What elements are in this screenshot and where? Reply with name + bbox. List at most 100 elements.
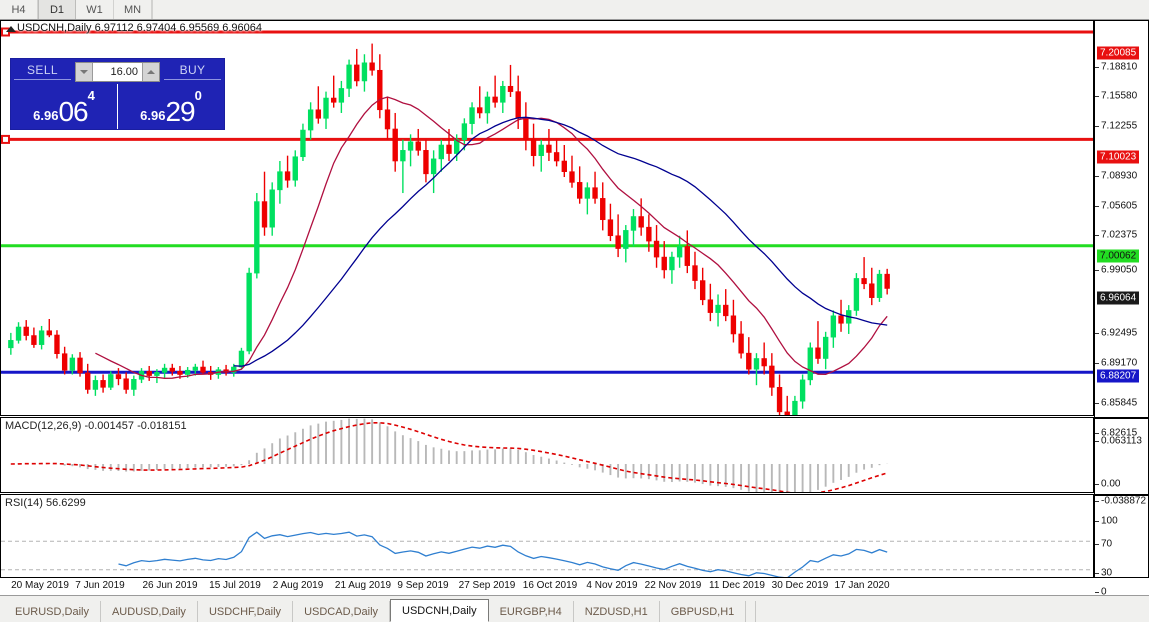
chart-tab-gbpusd[interactable]: GBPUSD,H1 [659, 601, 747, 622]
chevron-down-icon [80, 69, 88, 74]
price-tick: 70 [1095, 539, 1112, 550]
sell-price-base: 6.96 [33, 108, 59, 123]
tick-dash [1095, 402, 1099, 404]
rsi-plot [1, 531, 1093, 577]
price-tick: 7.12255 [1095, 121, 1137, 132]
price-tick: 7.02375 [1095, 230, 1137, 241]
buy-price-big: 29 [165, 96, 195, 127]
chart-collapse-icon[interactable] [6, 26, 16, 32]
price-level-badge: 7.20085 [1097, 46, 1140, 60]
price-tick: 7.18810 [1095, 62, 1137, 73]
date-tick-label: 26 Jun 2019 [142, 580, 198, 591]
timeframe-tab-w1-label: W1 [86, 3, 103, 16]
tick-dash [1095, 66, 1099, 68]
tick-dash [1095, 175, 1099, 177]
rsi-label: RSI(14) 56.6299 [5, 497, 86, 509]
chart-tab-bar: EURUSD,Daily AUDUSD,Daily USDCHF,Daily USDC… [0, 595, 1149, 622]
timeframe-tab-d1[interactable]: D1 [38, 0, 76, 19]
price-tick: 6.89170 [1095, 358, 1137, 369]
date-tick-label: 21 Aug 2019 [334, 580, 392, 591]
date-tick-label: 27 Sep 2019 [458, 580, 516, 591]
date-tick-label: 17 Jan 2020 [834, 580, 890, 591]
price-level-badge: 7.00062 [1097, 249, 1140, 263]
price-tick: 0.00 [1095, 479, 1120, 490]
sell-button-label[interactable]: SELL [14, 63, 71, 80]
price-tick: 7.15580 [1095, 91, 1137, 102]
date-tick-label: 2 Aug 2019 [272, 580, 324, 591]
timeframe-tab-h4-label: H4 [11, 3, 26, 16]
tick-dash [1095, 483, 1099, 485]
date-tick-label: 16 Oct 2019 [522, 580, 578, 591]
chart-tab-eurusd[interactable]: EURUSD,Daily [4, 601, 101, 622]
macd-pane[interactable]: MACD(12,26,9) -0.001457 -0.018151 [0, 417, 1094, 493]
timeframe-tab-h4[interactable]: H4 [0, 0, 38, 19]
timeframe-tab-w1[interactable]: W1 [76, 0, 114, 19]
date-tick-label: 4 Nov 2019 [586, 580, 638, 591]
price-tick: 6.99050 [1095, 265, 1137, 276]
toolbar-spacer [152, 0, 1149, 19]
tick-dash [1095, 543, 1099, 545]
price-scale[interactable]: 7.18810 7.15580 7.12255 7.08930 7.05605 7.023… [1094, 20, 1149, 598]
tick-dash [1095, 500, 1099, 502]
chart-tab-eurgbp[interactable]: EURGBP,H4 [488, 601, 574, 622]
date-tick-label: 30 Dec 2019 [771, 580, 829, 591]
price-tick: 7.08930 [1095, 171, 1137, 182]
timeframe-tab-mn-label: MN [123, 3, 142, 16]
price-tick: 7.05605 [1095, 201, 1137, 212]
tick-dash [1095, 520, 1099, 522]
tick-dash [1095, 572, 1099, 574]
volume-decrement-button[interactable] [76, 62, 93, 81]
price-tick: 0 [1095, 587, 1107, 598]
tick-dash [1095, 205, 1099, 207]
chart-title: USDCNH,Daily 6.97112 6.97404 6.95569 6.9… [17, 22, 263, 34]
tick-dash [1095, 440, 1099, 442]
price-tick: 0.063113 [1095, 436, 1142, 447]
timeframe-tab-d1-label: D1 [49, 3, 65, 16]
chart-tab-usdchf[interactable]: USDCHF,Daily [197, 601, 294, 622]
timeframe-toolbar: H4 D1 W1 MN [0, 0, 1149, 20]
price-tick: 30 [1095, 568, 1112, 579]
chart-tab-end [746, 601, 757, 622]
one-click-trading-panel[interactable]: SELL 16.00 BUY 6.96 06 4 6.96 29 0 [10, 58, 225, 130]
date-axis: 20 May 2019 7 Jun 2019 26 Jun 2019 15 Jul 2… [0, 578, 1094, 595]
chevron-up-icon [147, 69, 155, 74]
price-level-badge: 6.96064 [1097, 291, 1140, 305]
date-tick-label: 22 Nov 2019 [644, 580, 702, 591]
price-tick: 6.85845 [1095, 398, 1137, 409]
tick-dash [1095, 95, 1099, 97]
sell-price-button[interactable]: 6.96 06 4 [11, 84, 118, 129]
tick-dash [1095, 432, 1099, 434]
volume-input[interactable]: 16.00 [93, 62, 142, 81]
sell-price-big: 06 [58, 96, 88, 127]
chart-area: USDCNH,Daily 6.97112 6.97404 6.95569 6.9… [0, 20, 1149, 598]
scale-divider [1095, 494, 1149, 496]
trade-panel-prices: 6.96 06 4 6.96 29 0 [11, 84, 224, 129]
price-level-badge: 6.88207 [1097, 369, 1140, 383]
chart-tab-usdcnh[interactable]: USDCNH,Daily [390, 599, 489, 622]
tick-dash [1095, 269, 1099, 271]
date-tick-label: 7 Jun 2019 [75, 580, 125, 591]
candlestick-plot [1, 27, 1093, 415]
buy-button-label[interactable]: BUY [164, 63, 221, 80]
volume-stepper[interactable]: 16.00 [75, 61, 160, 82]
rsi-pane[interactable]: RSI(14) 56.6299 [0, 494, 1094, 578]
date-tick-label: 11 Dec 2019 [709, 580, 765, 591]
tick-dash [1095, 125, 1099, 127]
tick-dash [1095, 591, 1099, 593]
scale-divider [1095, 417, 1149, 419]
price-tick: -0.038872 [1095, 496, 1146, 507]
sell-price-fraction: 4 [87, 88, 95, 103]
price-tick: 6.82615 [1095, 428, 1137, 439]
volume-increment-button[interactable] [142, 62, 159, 81]
chart-tab-nzdusd[interactable]: NZDUSD,H1 [573, 601, 660, 622]
chart-tab-usdcad[interactable]: USDCAD,Daily [293, 601, 391, 622]
price-tick: 6.92495 [1095, 328, 1137, 339]
macd-label: MACD(12,26,9) -0.001457 -0.018151 [5, 420, 187, 432]
timeframe-tab-mn[interactable]: MN [114, 0, 152, 19]
buy-price-button[interactable]: 6.96 29 0 [118, 84, 224, 129]
date-tick-label: 9 Sep 2019 [397, 580, 449, 591]
buy-price-fraction: 0 [194, 88, 202, 103]
date-tick-label: 20 May 2019 [11, 580, 69, 591]
chart-tab-audusd[interactable]: AUDUSD,Daily [100, 601, 198, 622]
